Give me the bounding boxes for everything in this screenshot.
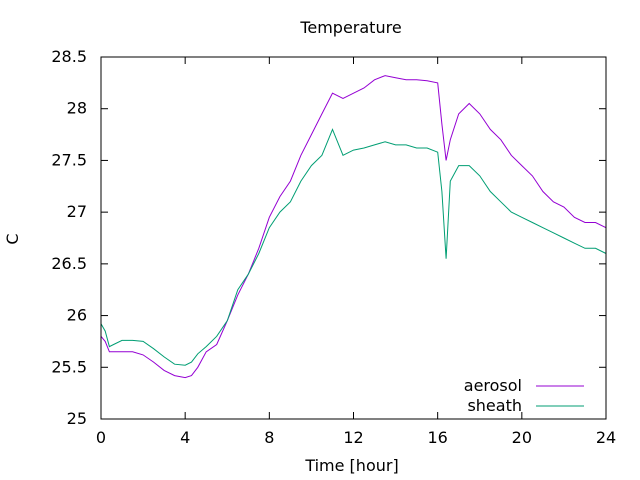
series-line-aerosol bbox=[100, 75, 607, 379]
series-lines bbox=[100, 75, 607, 379]
x-tick-label: 4 bbox=[180, 428, 190, 447]
x-tick-label: 8 bbox=[264, 428, 274, 447]
y-tick-label: 25 bbox=[67, 409, 87, 428]
x-tick-label: 12 bbox=[343, 428, 363, 447]
x-axis-label: Time [hour] bbox=[304, 456, 398, 475]
x-tick-label: 24 bbox=[596, 428, 616, 447]
y-tick-label: 26.5 bbox=[51, 254, 87, 273]
y-axis-label: C bbox=[3, 233, 22, 244]
legend-label-sheath: sheath bbox=[467, 396, 522, 415]
chart-title: Temperature bbox=[299, 18, 401, 37]
y-tick-label: 27 bbox=[67, 202, 87, 221]
legend-label-aerosol: aerosol bbox=[464, 376, 522, 395]
y-tick-label: 26 bbox=[67, 306, 87, 325]
x-tick-label: 20 bbox=[512, 428, 532, 447]
y-tick-label: 25.5 bbox=[51, 357, 87, 376]
x-tick-label: 16 bbox=[427, 428, 447, 447]
y-tick-label: 27.5 bbox=[51, 150, 87, 169]
axis-ticks: 0 4 8 12 16 20 24 25 25.5 26 26.5 27 27.5 28 28.5 bbox=[51, 47, 616, 447]
y-tick-label: 28 bbox=[67, 99, 87, 118]
series-line-sheath bbox=[100, 128, 607, 366]
x-tick-label: 0 bbox=[96, 428, 106, 447]
y-tick-label: 28.5 bbox=[51, 47, 87, 66]
plot-frame bbox=[100, 56, 607, 420]
